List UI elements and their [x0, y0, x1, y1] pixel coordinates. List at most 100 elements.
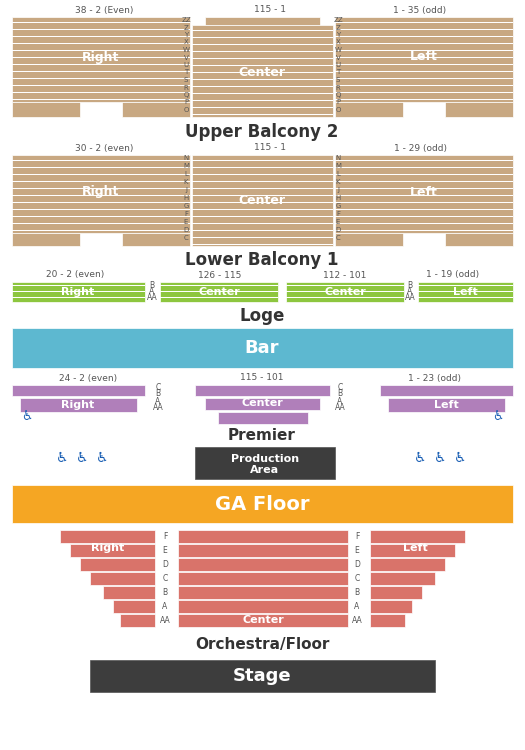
- Text: J: J: [337, 187, 339, 193]
- Bar: [12, 188, 190, 189]
- Bar: [80, 558, 155, 571]
- Bar: [192, 188, 333, 189]
- Bar: [12, 167, 190, 168]
- Text: 24 - 2 (even): 24 - 2 (even): [59, 374, 117, 382]
- Bar: [335, 155, 513, 233]
- Bar: [370, 558, 445, 571]
- Bar: [192, 167, 333, 168]
- Text: L: L: [336, 171, 340, 177]
- Bar: [178, 572, 348, 585]
- Bar: [335, 202, 513, 203]
- Bar: [12, 485, 513, 523]
- Text: M: M: [183, 163, 189, 169]
- Bar: [192, 160, 333, 161]
- Bar: [60, 530, 155, 543]
- Bar: [192, 155, 333, 246]
- Text: 20 - 2 (even): 20 - 2 (even): [46, 271, 104, 280]
- Bar: [388, 398, 505, 412]
- Text: W: W: [183, 47, 190, 53]
- Bar: [12, 328, 513, 368]
- Text: 126 - 115: 126 - 115: [198, 271, 242, 280]
- Text: 115 - 101: 115 - 101: [240, 374, 284, 382]
- Text: AA: AA: [153, 404, 163, 412]
- Bar: [12, 223, 190, 224]
- Bar: [192, 79, 333, 80]
- Text: Right: Right: [91, 543, 124, 553]
- Text: A: A: [150, 286, 155, 296]
- Text: R: R: [335, 85, 340, 91]
- Text: Right: Right: [61, 287, 94, 297]
- Text: Left: Left: [453, 287, 477, 297]
- Bar: [90, 660, 435, 692]
- Text: C: C: [338, 382, 343, 392]
- Text: Center: Center: [238, 67, 286, 80]
- Text: G: G: [183, 203, 188, 209]
- Bar: [12, 102, 80, 117]
- Text: A: A: [338, 397, 343, 406]
- Bar: [12, 85, 190, 86]
- Text: W: W: [334, 47, 341, 53]
- Bar: [335, 160, 513, 161]
- Text: Z: Z: [335, 25, 340, 31]
- Bar: [12, 297, 145, 298]
- Bar: [192, 107, 333, 108]
- Text: 1 - 35 (odd): 1 - 35 (odd): [393, 5, 447, 14]
- Text: B: B: [338, 389, 342, 398]
- Bar: [192, 51, 333, 52]
- Text: ♿: ♿: [22, 410, 33, 422]
- Text: B: B: [150, 280, 154, 290]
- Bar: [12, 29, 190, 30]
- Text: O: O: [183, 107, 188, 113]
- Bar: [120, 614, 155, 627]
- Bar: [12, 36, 190, 37]
- Text: L: L: [184, 171, 188, 177]
- Bar: [12, 64, 190, 65]
- Text: Right: Right: [82, 50, 120, 64]
- Bar: [12, 230, 190, 231]
- Text: Y: Y: [184, 32, 188, 38]
- Text: 1 - 29 (odd): 1 - 29 (odd): [394, 143, 446, 152]
- Text: F: F: [163, 532, 167, 541]
- Text: Production: Production: [231, 454, 299, 464]
- Text: Area: Area: [250, 465, 279, 475]
- Bar: [12, 92, 190, 93]
- Bar: [335, 195, 513, 196]
- Bar: [335, 71, 513, 72]
- Text: T: T: [184, 70, 188, 76]
- Bar: [335, 50, 513, 51]
- Bar: [335, 92, 513, 93]
- Bar: [90, 572, 155, 585]
- Bar: [12, 78, 190, 79]
- Bar: [178, 544, 348, 557]
- Text: AA: AA: [146, 292, 158, 302]
- Text: ZZ: ZZ: [333, 17, 343, 23]
- Bar: [192, 216, 333, 217]
- Text: D: D: [354, 560, 360, 569]
- Bar: [192, 174, 333, 175]
- Text: E: E: [163, 546, 167, 555]
- Text: A: A: [407, 286, 413, 296]
- Text: C: C: [335, 235, 340, 241]
- Bar: [335, 230, 513, 231]
- Text: H: H: [335, 195, 341, 201]
- Bar: [192, 44, 333, 45]
- Text: Center: Center: [198, 287, 240, 297]
- Text: M: M: [335, 163, 341, 169]
- Text: Orchestra/Floor: Orchestra/Floor: [195, 638, 329, 652]
- Bar: [192, 244, 333, 245]
- Bar: [335, 99, 513, 100]
- Text: Center: Center: [238, 194, 286, 206]
- Bar: [178, 586, 348, 599]
- Bar: [335, 78, 513, 79]
- Bar: [335, 223, 513, 224]
- Bar: [192, 230, 333, 231]
- Text: A: A: [162, 602, 167, 611]
- Bar: [12, 291, 145, 292]
- Bar: [192, 86, 333, 87]
- Bar: [370, 530, 465, 543]
- Text: D: D: [335, 227, 341, 233]
- Text: Upper Balcony 2: Upper Balcony 2: [185, 123, 339, 141]
- Bar: [12, 233, 80, 246]
- Text: U: U: [335, 62, 341, 68]
- Text: D: D: [162, 560, 168, 569]
